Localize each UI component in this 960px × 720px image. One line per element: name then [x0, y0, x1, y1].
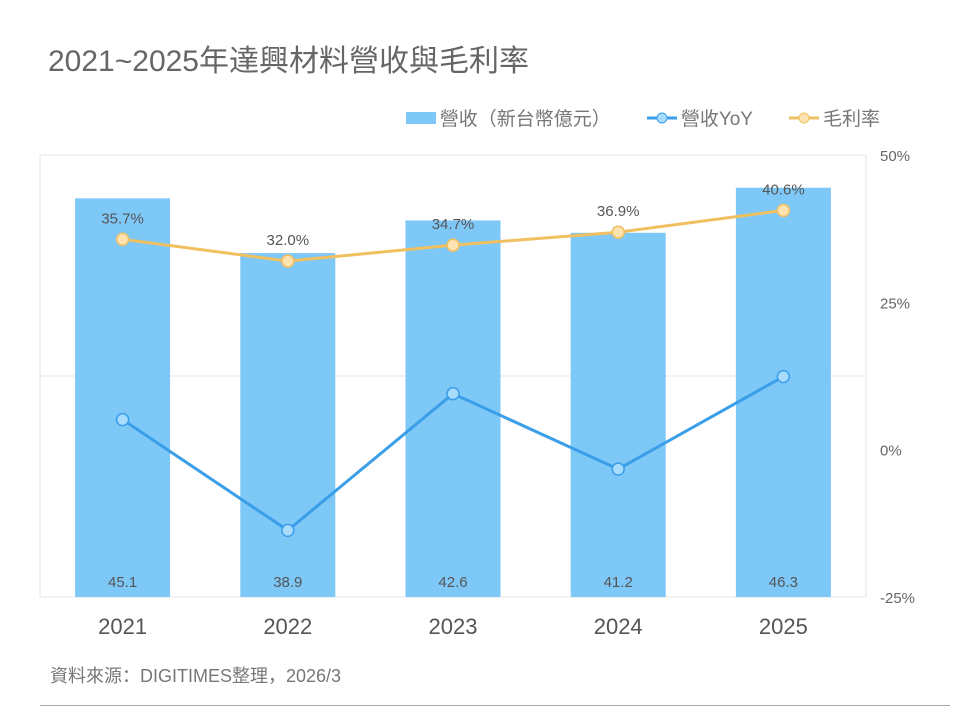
right-axis-tick: 50%: [880, 148, 910, 165]
bar-data-label: 41.2: [604, 574, 633, 591]
right-axis-tick: 0%: [880, 443, 902, 460]
right-axis-tick: -25%: [880, 590, 915, 607]
legend-item-yoy: 營收YoY: [646, 104, 753, 131]
x-axis-tick: 2021: [98, 614, 147, 639]
legend-label: 營收（新台幣億元）: [439, 109, 611, 130]
x-axis-tick: 2022: [263, 614, 312, 639]
divider: [40, 705, 950, 706]
bar: [735, 187, 831, 597]
bar-data-label: 46.3: [769, 574, 798, 591]
x-axis-tick: 2025: [759, 614, 808, 639]
x-axis-tick: 2024: [594, 614, 643, 639]
yoy-point: [281, 523, 295, 538]
margin-data-label: 36.9%: [597, 203, 640, 220]
margin-point: [115, 232, 130, 247]
yoy-point: [446, 386, 460, 401]
bar: [75, 198, 171, 598]
bar-data-label: 45.1: [108, 574, 137, 591]
legend-item-margin: 毛利率: [788, 104, 880, 131]
margin-point: [281, 254, 295, 268]
legend: 營收（新台幣億元） 營收YoY 毛利率: [405, 104, 880, 131]
margin-point: [446, 238, 460, 252]
legend-label: 毛利率: [822, 109, 880, 130]
margin-data-label: 35.7%: [101, 210, 144, 227]
chart-title: 2021~2025年達興材料營收與毛利率: [48, 45, 529, 78]
line-marker-icon: [788, 112, 819, 123]
x-axis-tick: 2023: [429, 614, 478, 639]
yoy-point: [115, 412, 130, 427]
bar: [240, 253, 336, 597]
margin-data-label: 32.0%: [267, 232, 310, 249]
bar-data-label: 42.6: [438, 574, 467, 591]
bar-swatch-icon: [405, 111, 436, 124]
bar-data-label: 38.9: [273, 574, 302, 591]
right-axis-tick: 25%: [880, 295, 910, 312]
yoy-point: [611, 462, 625, 476]
source-note: 資料來源：DIGITIMES整理，2026/3: [50, 666, 342, 686]
legend-label: 營收YoY: [680, 109, 753, 130]
margin-data-label: 34.7%: [432, 216, 475, 233]
margin-point: [776, 203, 791, 218]
margin-data-label: 40.6%: [762, 181, 805, 198]
yoy-point: [776, 369, 791, 384]
bar: [570, 232, 666, 598]
legend-item-revenue: 營收（新台幣億元）: [405, 104, 611, 131]
line-marker-icon: [646, 112, 677, 123]
margin-point: [611, 225, 625, 239]
